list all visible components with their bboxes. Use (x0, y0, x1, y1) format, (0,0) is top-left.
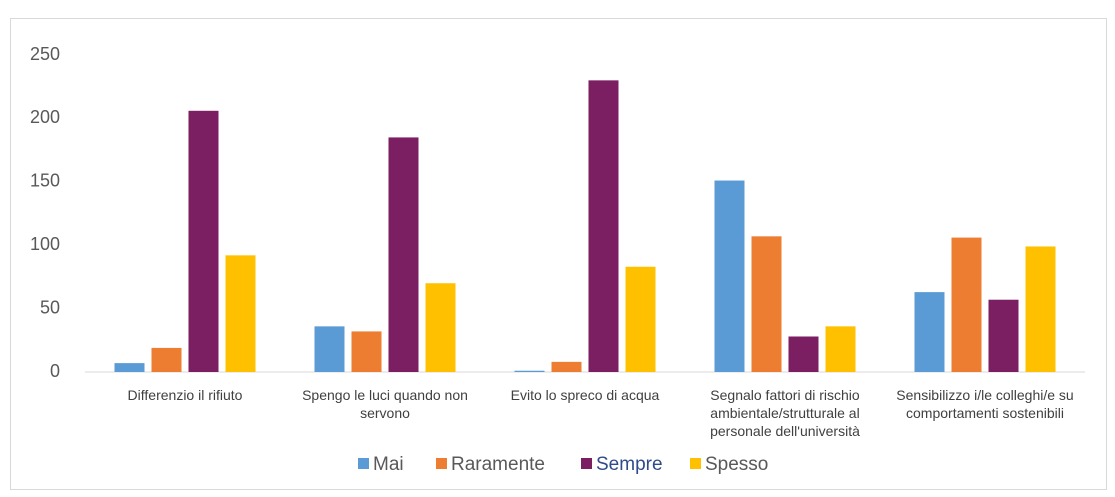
x-tick-label: Sensibilizzo i/le colleghi/e su comporta… (896, 387, 1074, 421)
bar (751, 236, 782, 372)
bar (551, 361, 582, 372)
bar (914, 292, 945, 372)
bar (351, 331, 382, 372)
bar (188, 110, 219, 373)
x-tick-label: Differenzio il rifiuto (127, 387, 243, 403)
bar (625, 266, 656, 372)
bar (514, 370, 545, 372)
y-tick-label: 250 (30, 44, 60, 64)
y-tick-label: 100 (30, 234, 60, 254)
bar (1025, 246, 1056, 372)
legend-swatch (581, 458, 592, 469)
bar (151, 347, 182, 372)
legend-label: Mai (373, 454, 404, 475)
x-tick-label: Segnalo fattori di rischio ambientale/st… (710, 387, 860, 439)
legend-label: Sempre (596, 454, 663, 475)
bar (988, 299, 1019, 372)
bar (825, 326, 856, 372)
x-tick-label: Evito lo spreco di acqua (510, 387, 660, 403)
y-tick-label: 0 (50, 361, 60, 381)
bar (788, 336, 819, 372)
bar (588, 80, 619, 373)
legend-swatch (690, 458, 701, 469)
legend-swatch (358, 458, 369, 469)
y-tick-label: 200 (30, 107, 60, 127)
bar (425, 283, 456, 372)
legend-label: Raramente (451, 454, 545, 475)
legend-swatch (436, 458, 447, 469)
x-tick-label: Spengo le luci quando non servono (302, 387, 468, 421)
bar (388, 137, 419, 372)
bar (951, 237, 982, 372)
legend-label: Spesso (705, 454, 768, 475)
y-tick-label: 50 (40, 297, 60, 317)
bar (225, 255, 256, 372)
bar (314, 326, 345, 372)
bar (714, 180, 745, 372)
bar (114, 363, 145, 372)
y-tick-label: 150 (30, 171, 60, 191)
chart-border (10, 18, 1107, 490)
